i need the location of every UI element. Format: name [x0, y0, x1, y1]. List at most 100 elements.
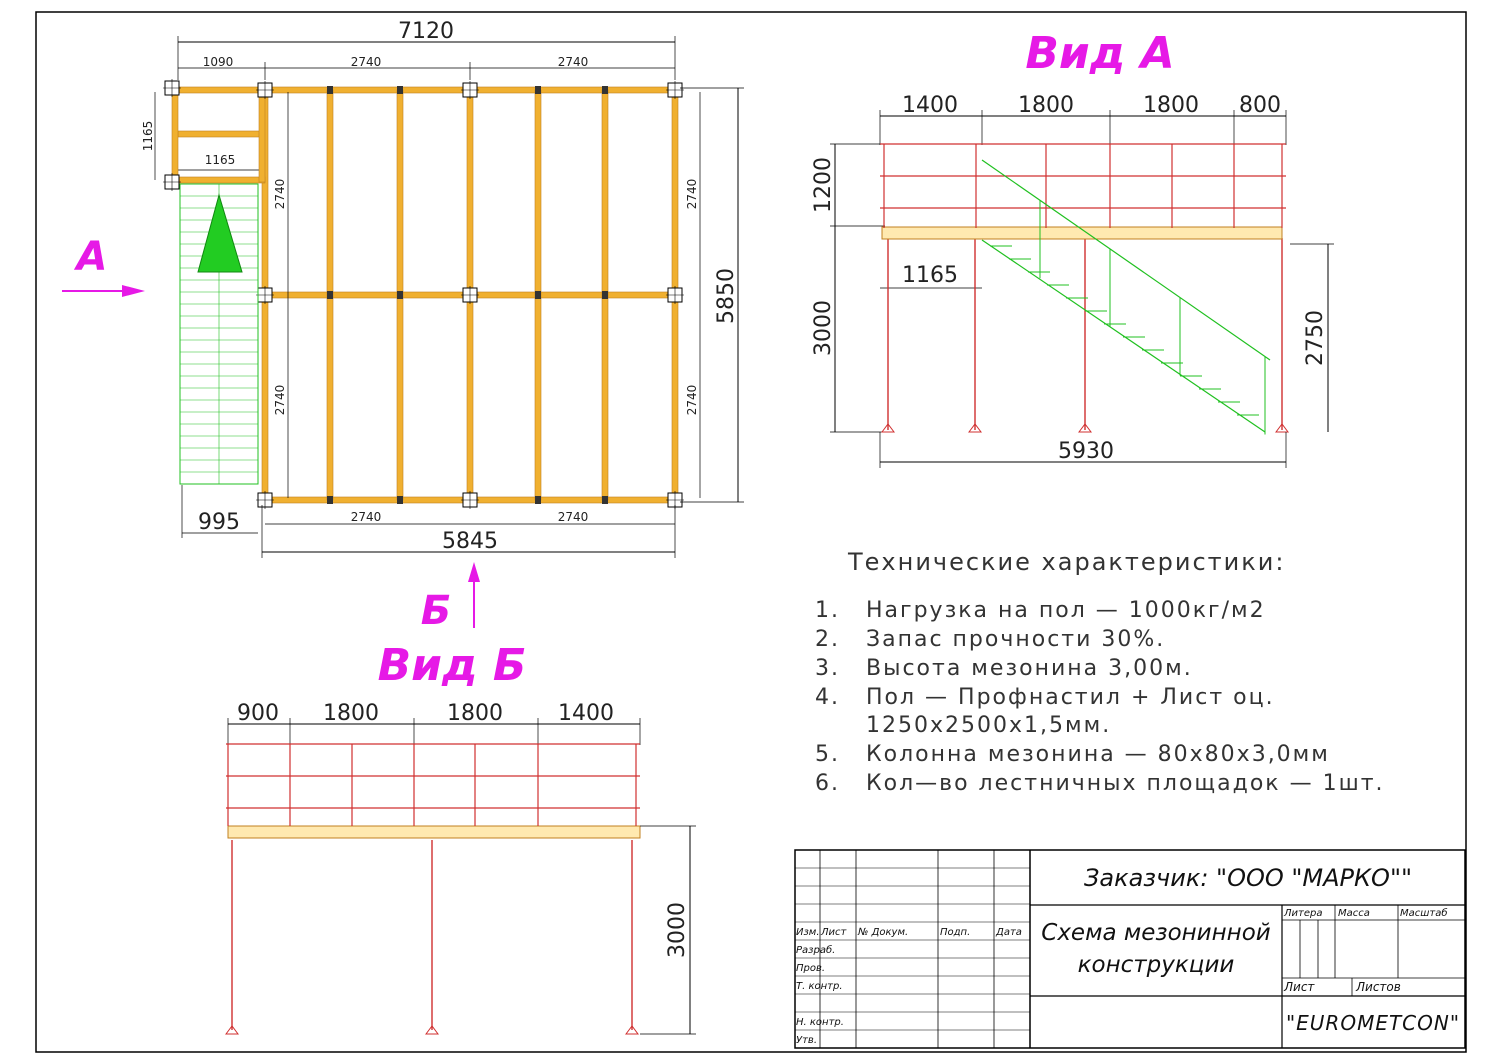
plan-beams: [163, 79, 684, 509]
view-b-dim-2: 1800: [323, 701, 379, 726]
column-foot: [1275, 423, 1289, 433]
view-b-title: Вид Б: [378, 640, 527, 691]
stair-handrail: [981, 159, 1271, 361]
view-a-marker: A: [74, 234, 108, 280]
svg-text:Нагрузка на пол — 1000кг/м2: Нагрузка на пол — 1000кг/м2: [866, 598, 1266, 623]
svg-text:4.: 4.: [815, 685, 840, 710]
tb-masshtab: Масштаб: [1400, 907, 1448, 919]
spec-item: 1. Нагрузка на пол — 1000кг/м2: [815, 598, 1266, 623]
view-b-height: 3000: [665, 902, 690, 958]
svg-text:Высота мезонина 3,00м.: Высота мезонина 3,00м.: [866, 656, 1193, 681]
tb-col-doc: № Докум.: [857, 927, 908, 938]
column-foot: [881, 423, 895, 433]
bolt-node: [602, 291, 608, 299]
tb-col-list: Лист: [820, 927, 848, 938]
view-a-dim-2: 1800: [1018, 93, 1074, 118]
spec-item: 3. Высота мезонина 3,00м.: [815, 656, 1193, 681]
view-a-dim-4: 800: [1239, 93, 1281, 118]
tb-litera: Литера: [1283, 908, 1322, 919]
view-a: Вид А 1400 1800 1800 800 1200 3000 1165 …: [811, 28, 1334, 468]
view-a-height: 3000: [811, 300, 836, 356]
tb-row-utv: Утв.: [796, 1035, 817, 1046]
plan-dim-stair-width: 995: [198, 510, 240, 535]
view-b-structure: [225, 743, 641, 1035]
svg-text:6.: 6.: [815, 771, 840, 796]
bolt-node: [602, 86, 608, 94]
beam: [258, 87, 266, 183]
bolt-node: [535, 496, 541, 504]
stair-stringer: [981, 239, 1266, 433]
plan-dim-inner-l2: 2740: [273, 385, 287, 416]
view-a-stair-height: 2750: [1303, 310, 1328, 366]
view-b: Вид Б 900 1800 1800 1400 3000: [225, 640, 696, 1035]
view-b-dim-3: 1800: [447, 701, 503, 726]
plan-dim-top-2: 2740: [351, 55, 382, 69]
column-foot: [625, 1025, 639, 1035]
plan-dim-bottom-total: 5845: [442, 529, 498, 554]
beam: [177, 130, 263, 138]
tb-col-sign: Подп.: [940, 927, 970, 938]
spec-item: 4. Пол — Профнастил + Лист оц.: [815, 685, 1275, 710]
plan-dim-total: 7120: [398, 19, 454, 44]
tb-row-razrab: Разраб.: [796, 944, 835, 956]
view-a-arrow-icon: [122, 285, 145, 297]
title-block: Изм. Лист № Докум. Подп. Дата Разраб. Пр…: [794, 849, 1466, 1049]
stair-direction-arrow: [197, 193, 243, 273]
plan-dim-right-total: 5850: [714, 268, 739, 324]
view-b-marker: Б: [421, 588, 452, 634]
svg-text:Запас прочности 30%.: Запас прочности 30%.: [866, 627, 1165, 652]
view-a-stair-offset: 1165: [902, 263, 958, 288]
tb-row-tkontr: Т. контр.: [796, 981, 843, 992]
view-a-structure: [880, 143, 1289, 435]
plan-dim-inner-l1: 2740: [273, 179, 287, 210]
spec-item: 5. Колонна мезонина — 80х80х3,0мм: [815, 742, 1330, 767]
bolt-node: [397, 496, 403, 504]
bolt-node: [602, 496, 608, 504]
svg-text:5.: 5.: [815, 742, 840, 767]
tb-customer: Заказчик: "ООО "МАРКО"": [1084, 864, 1412, 892]
view-a-dim-1: 1400: [902, 93, 958, 118]
plan-dim-top-1: 1090: [203, 55, 234, 69]
svg-text:Колонна мезонина — 80х80х3,0мм: Колонна мезонина — 80х80х3,0мм: [866, 742, 1330, 767]
bolt-node: [535, 291, 541, 299]
spec-item: 2. Запас прочности 30%.: [815, 627, 1165, 652]
plan-dim-inner-r1: 2740: [685, 179, 699, 210]
tb-drawing-line1: Схема мезонинной: [1041, 920, 1271, 946]
view-a-rail-height: 1200: [811, 157, 836, 213]
svg-text:3.: 3.: [815, 656, 840, 681]
view-a-dim-3: 1800: [1143, 93, 1199, 118]
svg-text:1.: 1.: [815, 598, 840, 623]
spec-item: 6. Кол—во лестничных площадок — 1шт.: [815, 771, 1383, 796]
platform-beam: [227, 825, 641, 839]
platform-beam: [881, 226, 1283, 240]
tb-row-prov: Пров.: [796, 963, 825, 974]
beam: [171, 86, 266, 94]
tb-list: Лист: [1283, 980, 1315, 994]
bolt-node: [535, 86, 541, 94]
beam: [171, 87, 179, 183]
column-foot: [968, 423, 982, 433]
tb-row-nkontr: Н. контр.: [796, 1017, 844, 1028]
specs-title: Технические характеристики:: [847, 548, 1285, 576]
column-foot: [425, 1025, 439, 1035]
tb-col-izm: Изм.: [796, 927, 820, 938]
bolt-node: [327, 291, 333, 299]
bolt-node: [327, 496, 333, 504]
beam: [171, 176, 266, 184]
plan-dim-top-3: 2740: [558, 55, 589, 69]
bolt-node: [327, 86, 333, 94]
plan-dim-bottom-2: 2740: [558, 510, 589, 524]
spec-item: 1250х2500х1,5мм.: [866, 713, 1111, 738]
svg-text:1250х2500х1,5мм.: 1250х2500х1,5мм.: [866, 713, 1111, 738]
svg-text:Пол — Профнастил + Лист оц.: Пол — Профнастил + Лист оц.: [866, 685, 1275, 710]
tb-drawing-line2: конструкции: [1078, 952, 1235, 978]
column-foot: [1078, 423, 1092, 433]
tb-company: "EUROMETCON": [1286, 1011, 1460, 1035]
view-a-width: 5930: [1058, 439, 1114, 464]
sheet-frame: [35, 11, 1467, 1053]
view-b-dim-1: 900: [237, 701, 279, 726]
plan-dim-inner-r2: 2740: [685, 385, 699, 416]
plan-dim-bottom-1: 2740: [351, 510, 382, 524]
plan-dim-left-inner: 1165: [205, 153, 236, 167]
